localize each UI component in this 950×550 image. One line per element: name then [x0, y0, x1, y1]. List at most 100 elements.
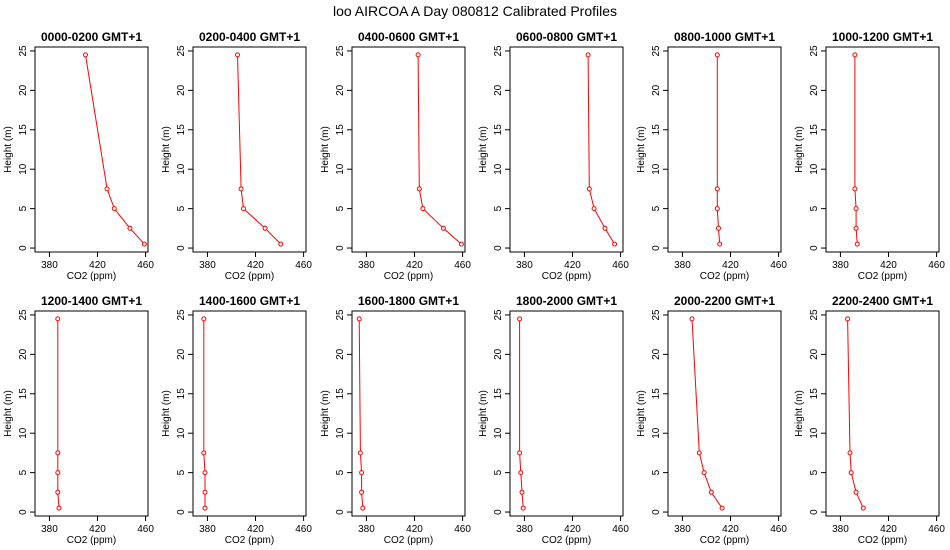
x-tick-label: 380: [199, 260, 216, 271]
y-tick-label: 15: [176, 388, 187, 400]
panel-7: 1200-1400 GMT+1 380 420 460 0 5 10 15 20 25 CO2 (p…: [3, 294, 154, 546]
y-tick-label: 5: [651, 469, 662, 475]
panel-12: 2200-2400 GMT+1 380 420 460 0 5 10 15 20 25 CO2 (p…: [794, 294, 945, 546]
panel-title: 0200-0400 GMT+1: [199, 30, 300, 44]
x-tick-label: 380: [358, 524, 375, 535]
data-point: [518, 470, 524, 476]
profile-line: [716, 54, 721, 245]
y-axis-label: Height (m): [3, 390, 14, 437]
data-point: [359, 470, 365, 476]
data-point: [520, 505, 526, 511]
plot-frame: [192, 310, 307, 517]
x-tick-label: 460: [770, 260, 787, 271]
x-tick-label: 460: [295, 524, 312, 535]
data-point: [717, 241, 723, 247]
x-tick-label: 420: [880, 524, 897, 535]
data-point: [111, 206, 117, 212]
x-tick-label: 460: [137, 260, 154, 271]
panel-3: 0400-0600 GMT+1 380 420 460 0 5 10 15 20 25 CO2 (p…: [320, 30, 471, 282]
y-tick-label: 0: [176, 509, 187, 515]
data-point: [458, 241, 464, 247]
panel-2: 0200-0400 GMT+1 380 420 460 0 5 10 15 20 25 CO2 (p…: [161, 30, 312, 282]
y-tick-label: 20: [493, 348, 504, 360]
data-point: [854, 241, 860, 247]
profile-line: [854, 54, 858, 245]
x-tick-label: 460: [928, 524, 945, 535]
panel-9: 1600-1800 GMT+1 380 420 460 0 5 10 15 20 25 CO2 (p…: [320, 294, 471, 546]
data-point: [278, 241, 284, 247]
y-tick-label: 15: [176, 124, 187, 136]
x-tick-label: 380: [516, 260, 533, 271]
y-tick-label: 25: [18, 45, 29, 57]
panel-title: 1200-1400 GMT+1: [41, 294, 142, 308]
data-point: [262, 225, 268, 231]
y-tick-label: 0: [18, 509, 29, 515]
y-tick-label: 10: [493, 163, 504, 175]
data-point: [416, 186, 422, 192]
y-tick-label: 25: [493, 309, 504, 321]
data-point: [141, 241, 147, 247]
y-axis-label: Height (m): [320, 126, 331, 173]
data-point: [56, 505, 62, 511]
y-axis-label: Height (m): [478, 126, 489, 173]
x-tick-label: 420: [89, 260, 106, 271]
y-tick-label: 5: [18, 205, 29, 211]
y-tick-label: 25: [651, 309, 662, 321]
y-tick-label: 25: [335, 45, 346, 57]
y-tick-label: 0: [335, 509, 346, 515]
y-tick-label: 10: [651, 427, 662, 439]
x-tick-label: 460: [612, 260, 629, 271]
panel-title: 0600-0800 GMT+1: [516, 30, 617, 44]
y-tick-label: 25: [176, 45, 187, 57]
data-point: [716, 225, 721, 231]
y-tick-label: 0: [651, 509, 662, 515]
profile-line: [519, 318, 524, 509]
data-point: [714, 206, 720, 212]
x-tick-label: 380: [832, 524, 849, 535]
plot-frame: [825, 46, 940, 253]
x-axis-label: CO2 (ppm): [542, 271, 591, 282]
panel-title: 1400-1600 GMT+1: [199, 294, 300, 308]
y-tick-label: 0: [809, 509, 820, 515]
data-point: [689, 316, 695, 322]
profile-line: [237, 54, 282, 245]
y-tick-label: 20: [335, 348, 346, 360]
x-tick-label: 420: [564, 524, 581, 535]
y-tick-label: 10: [335, 163, 346, 175]
profile-line: [358, 318, 364, 509]
panel-title: 0400-0600 GMT+1: [358, 30, 459, 44]
x-axis-label: CO2 (ppm): [384, 535, 433, 546]
x-tick-label: 420: [406, 524, 423, 535]
x-tick-label: 380: [41, 524, 58, 535]
y-tick-label: 5: [493, 469, 504, 475]
data-point: [83, 52, 88, 58]
y-tick-label: 25: [335, 309, 346, 321]
y-tick-label: 25: [651, 45, 662, 57]
y-axis-label: Height (m): [161, 390, 172, 437]
panel-10: 1800-2000 GMT+1 380 420 460 0 5 10 15 20 25 CO2 (p…: [478, 294, 629, 546]
y-tick-label: 5: [809, 205, 820, 211]
x-axis-label: CO2 (ppm): [858, 271, 907, 282]
data-point: [853, 489, 859, 495]
plot-frame: [34, 46, 149, 253]
data-point: [714, 52, 720, 58]
y-tick-label: 10: [176, 163, 187, 175]
data-point: [845, 316, 851, 322]
x-axis-label: CO2 (ppm): [542, 535, 591, 546]
x-tick-label: 380: [674, 260, 691, 271]
x-tick-label: 380: [832, 260, 849, 271]
y-tick-label: 15: [493, 124, 504, 136]
plot-frame: [509, 310, 624, 517]
profile-line: [85, 54, 145, 245]
x-tick-label: 420: [247, 524, 264, 535]
data-point: [714, 186, 720, 192]
x-axis-label: CO2 (ppm): [700, 535, 749, 546]
x-axis-label: CO2 (ppm): [225, 271, 274, 282]
y-tick-label: 20: [176, 84, 187, 96]
x-tick-label: 420: [722, 524, 739, 535]
y-tick-label: 5: [176, 205, 187, 211]
y-axis-label: Height (m): [3, 126, 14, 173]
y-tick-label: 5: [176, 469, 187, 475]
data-point: [848, 470, 854, 476]
y-tick-label: 5: [335, 205, 346, 211]
